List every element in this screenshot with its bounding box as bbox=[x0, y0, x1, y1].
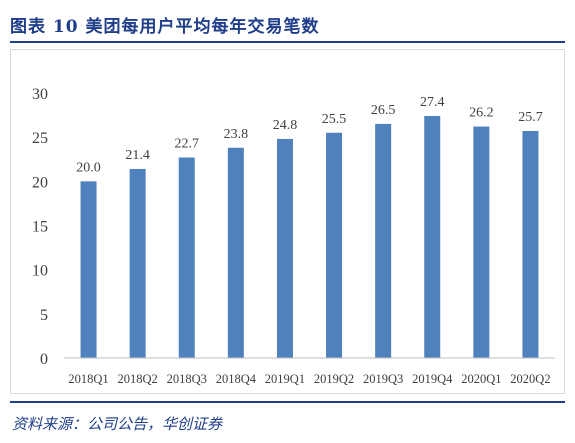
y-tick-label: 15 bbox=[32, 219, 48, 236]
data-label: 26.5 bbox=[371, 103, 396, 118]
bar bbox=[227, 147, 244, 358]
data-label: 25.7 bbox=[518, 110, 543, 125]
x-tick-label: 2018Q2 bbox=[118, 372, 158, 386]
x-axis-ticks: 2018Q1 2018Q2 2018Q3 2018Q4 2019Q1 2019Q2 2019… bbox=[68, 372, 550, 386]
source-note: 资料来源：公司公告，华创证券 bbox=[12, 415, 223, 433]
data-label: 25.5 bbox=[322, 112, 347, 127]
y-tick-label: 0 bbox=[40, 351, 48, 368]
data-label: 24.8 bbox=[273, 118, 298, 133]
x-tick-label: 2019Q2 bbox=[314, 372, 354, 386]
y-tick-label: 10 bbox=[32, 263, 48, 280]
bars bbox=[80, 115, 539, 359]
data-label: 22.7 bbox=[175, 136, 200, 151]
source-rule bbox=[10, 401, 565, 403]
x-tick-label: 2018Q4 bbox=[216, 372, 257, 386]
y-tick-label: 30 bbox=[32, 86, 48, 103]
data-label: 26.2 bbox=[469, 106, 494, 121]
x-tick-label: 2019Q3 bbox=[363, 372, 403, 386]
bar bbox=[375, 123, 392, 359]
chart-frame bbox=[10, 49, 565, 394]
x-tick-label: 2019Q4 bbox=[412, 372, 453, 386]
data-label: 23.8 bbox=[224, 127, 249, 142]
x-tick-label: 2019Q1 bbox=[265, 372, 305, 386]
x-tick-label: 2020Q2 bbox=[510, 372, 550, 386]
bar bbox=[424, 115, 441, 358]
title-rule bbox=[10, 41, 565, 43]
data-label: 20.0 bbox=[76, 160, 101, 175]
y-tick-label: 20 bbox=[32, 174, 48, 191]
y-tick-label: 5 bbox=[40, 307, 48, 324]
data-label: 21.4 bbox=[125, 148, 150, 163]
y-axis-ticks: 0 5 10 15 20 25 30 bbox=[32, 86, 48, 368]
data-labels: 20.0 21.4 22.7 23.8 24.8 25.5 26.5 27.4 26.2 25.7 bbox=[76, 95, 542, 175]
bar bbox=[178, 157, 195, 358]
bar bbox=[326, 132, 343, 358]
bar bbox=[129, 168, 146, 358]
data-label: 27.4 bbox=[420, 95, 445, 110]
bar bbox=[80, 181, 97, 358]
bar bbox=[473, 126, 490, 358]
y-tick-label: 25 bbox=[32, 130, 48, 147]
x-tick-label: 2018Q3 bbox=[167, 372, 207, 386]
figure-title: 图表 10 美团每用户平均每年交易笔数 bbox=[10, 17, 320, 37]
bar bbox=[276, 138, 293, 358]
bar bbox=[522, 130, 539, 358]
x-tick-label: 2018Q1 bbox=[68, 372, 108, 386]
x-tick-label: 2020Q1 bbox=[461, 372, 501, 386]
